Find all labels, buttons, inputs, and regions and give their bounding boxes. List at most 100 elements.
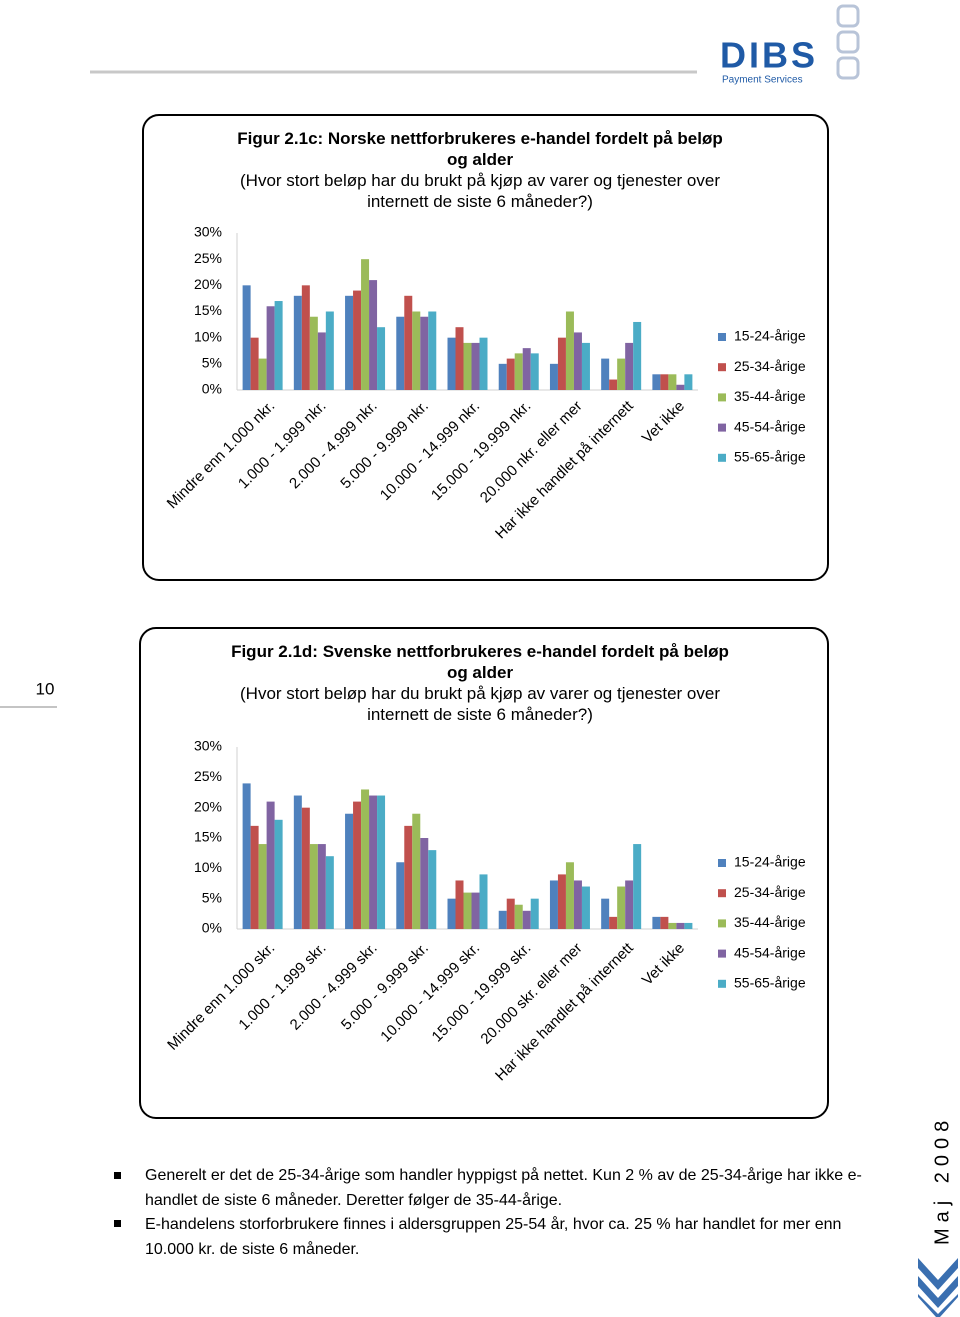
y-tick-label: 20% [194,798,222,814]
bar [447,337,456,390]
bar [301,807,310,929]
bar [668,922,677,929]
bar [676,922,685,929]
chart-title: Figur 2.1c: Norske nettforbrukeres e-han… [237,129,723,169]
y-tick-label: 15% [194,302,222,318]
bar [498,363,507,390]
legend-swatch [718,423,726,432]
bar [498,910,507,929]
legend-label: 45-54-årige [734,418,806,434]
bar [242,285,251,390]
bar [353,801,362,929]
bar [266,306,275,390]
bar [625,342,634,390]
bar [601,898,610,929]
bar [660,916,669,929]
y-tick-label: 5% [202,355,222,371]
bar [514,904,523,929]
legend-label: 45-54-årige [734,944,806,960]
bar [420,838,429,929]
bar [369,280,378,390]
legend-label: 25-34-årige [734,884,806,900]
logo-icon [836,4,860,80]
bar [377,795,386,929]
bar [258,844,267,929]
bar [479,874,488,929]
bar [617,358,626,390]
bar [420,316,429,390]
bar [609,916,618,929]
y-tick-label: 30% [194,738,222,754]
legend-label: 35-44-årige [734,388,806,404]
legend-label: 15-24-årige [734,328,806,344]
y-tick-label: 0% [202,381,222,397]
bar [293,295,302,390]
chart-heading: Figur 2.1d: Svenske nettforbrukeres e-ha… [225,641,735,725]
chart-heading: Figur 2.1c: Norske nettforbrukeres e-han… [225,128,735,212]
y-tick-label: 0% [202,920,222,936]
page-number: 10 [36,679,55,698]
bar [684,922,693,929]
legend-label: 15-24-årige [734,854,806,870]
bullet-marker [114,1220,121,1227]
bar [633,321,642,390]
chart-title: Figur 2.1d: Svenske nettforbrukeres e-ha… [231,642,729,682]
bar [404,295,413,390]
bar [557,874,566,929]
x-tick-label: 2.000 - 4.999 nkr. [286,398,381,493]
legend-label: 55-65-årige [734,975,806,991]
bar [471,892,480,929]
bar [325,856,334,929]
bar [428,311,437,390]
x-tick-label: 5.000 - 9.999 skr. [338,940,432,1034]
bar [506,358,515,390]
bar [573,880,582,929]
x-tick-label: Vet ikke [639,940,688,989]
bar [581,886,590,929]
bar [274,301,283,390]
bar [309,844,318,929]
bar [660,374,669,390]
bar [601,358,610,390]
y-tick-label: 25% [194,250,222,266]
bar [617,886,626,929]
y-tick-label: 10% [194,859,222,875]
bar [317,844,326,929]
y-tick-label: 25% [194,768,222,784]
bar [266,801,275,929]
x-tick-label: 10.000 - 14.999 skr. [377,940,483,1046]
bar [396,862,405,929]
bar [514,353,523,390]
bar [455,880,464,929]
legend-swatch [718,453,726,462]
x-tick-label: 1.000 - 1.999 skr. [235,940,329,1034]
bar [325,311,334,390]
chart-frame [139,627,829,1119]
bar [609,379,618,390]
bar [625,880,634,929]
x-tick-label: 5.000 - 9.999 nkr. [337,398,432,493]
bar [684,374,693,390]
legend-swatch [718,949,726,958]
bar [479,337,488,390]
bar [361,789,370,929]
bar [522,348,531,390]
bar [455,327,464,390]
legend-swatch [718,919,726,928]
bar [565,862,574,929]
x-tick-label: 1.000 - 1.999 nkr. [235,398,330,493]
chart-subtitle: (Hvor stort beløp har du brukt på kjøp a… [240,684,720,724]
side-date: Maj 2008 [931,1115,953,1245]
legend-swatch [718,333,726,341]
bar [633,844,642,929]
y-tick-label: 15% [194,829,222,845]
bar [345,295,354,390]
bar [301,285,310,390]
bar [549,880,558,929]
x-tick-label: 2.000 - 4.999 skr. [287,940,381,1034]
bar [412,311,421,390]
legend-swatch [718,393,726,402]
bar [377,327,386,390]
bar [361,259,370,390]
